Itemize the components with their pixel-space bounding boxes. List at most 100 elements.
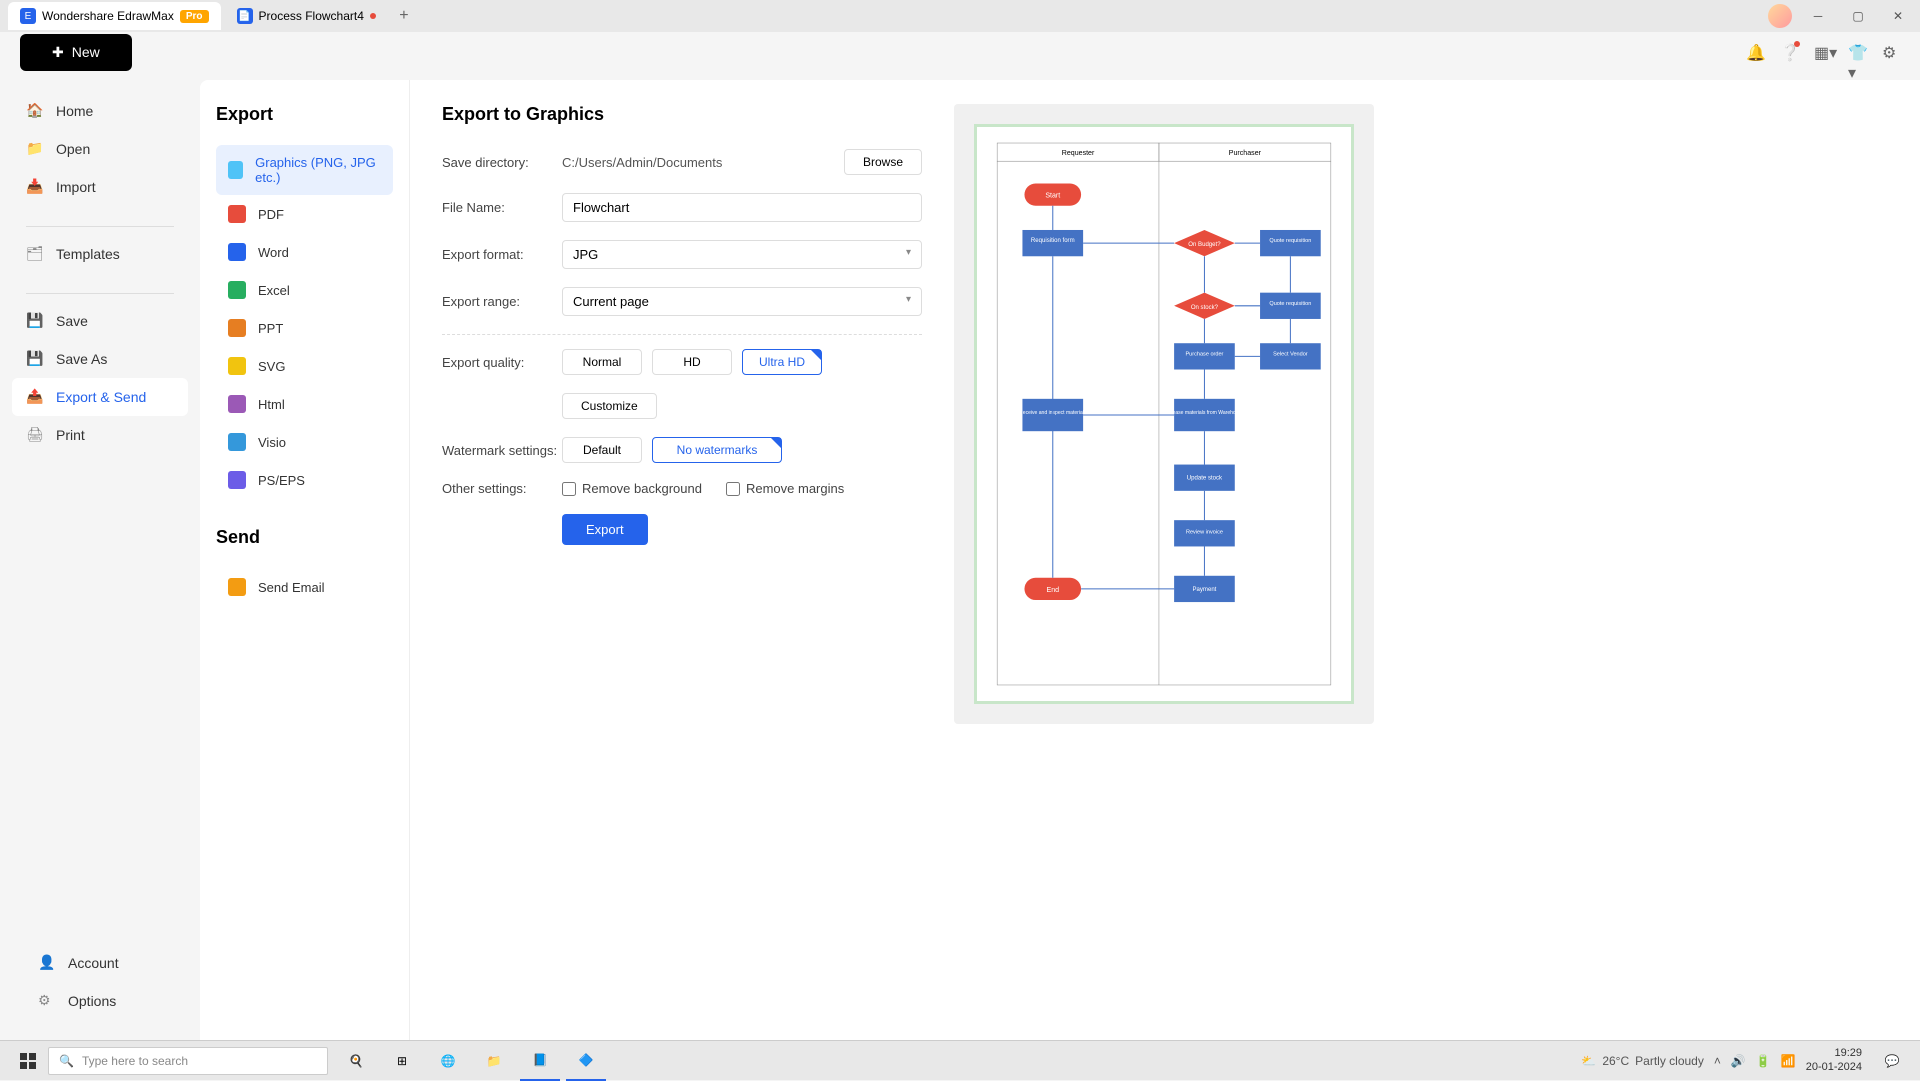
export-label: PDF [258,207,284,222]
help-icon[interactable]: ❔ [1780,43,1798,61]
weather-desc: Partly cloudy [1635,1054,1704,1068]
taskbar-explorer-icon[interactable]: 📁 [474,1041,514,1081]
format-dropdown[interactable]: JPG [562,240,922,269]
maximize-button[interactable]: ▢ [1844,2,1872,30]
range-label: Export range: [442,294,562,309]
remove-margins-input[interactable] [726,482,740,496]
svg-text:Review invoice: Review invoice [1186,529,1223,535]
svg-text:On stock?: On stock? [1191,305,1219,311]
range-dropdown[interactable]: Current page [562,287,922,316]
weather-widget[interactable]: ⛅ 26°C Partly cloudy [1581,1054,1703,1068]
sidebar-item-save-as[interactable]: 💾Save As [12,340,188,378]
close-button[interactable]: ✕ [1884,2,1912,30]
export-label: Excel [258,283,290,298]
taskbar-edge-icon[interactable]: 🌐 [428,1041,468,1081]
sidebar-item-open[interactable]: 📁Open [12,130,188,168]
clock-time: 19:29 [1806,1047,1862,1060]
quality-ultrahd-button[interactable]: Ultra HD [742,349,822,375]
sidebar-item-account[interactable]: 👤Account [24,944,200,982]
battery-icon[interactable]: 🔋 [1756,1054,1771,1068]
clock[interactable]: 19:29 20-01-2024 [1806,1047,1862,1073]
taskbar-word-icon[interactable]: 📘 [520,1041,560,1081]
sidebar-item-save[interactable]: 💾Save [12,302,188,340]
start-button[interactable] [8,1041,48,1081]
file-name-input[interactable] [562,193,922,222]
preview-page: Requester Purchaser Start Requisition fo… [974,124,1354,704]
customize-button[interactable]: Customize [562,393,657,419]
export-button[interactable]: Export [562,514,648,545]
taskbar-taskview-icon[interactable]: ⊞ [382,1041,422,1081]
search-box[interactable]: 🔍 Type here to search [48,1047,328,1075]
export-item-send-email[interactable]: Send Email [216,568,393,606]
remove-bg-input[interactable] [562,482,576,496]
titlebar: E Wondershare EdrawMax Pro 📄 Process Flo… [0,0,1920,32]
watermark-default-button[interactable]: Default [562,437,642,463]
new-button[interactable]: ✚ New [20,34,132,71]
tab-app[interactable]: E Wondershare EdrawMax Pro [8,2,221,30]
print-icon: 🖨 [26,426,44,444]
save-dir-label: Save directory: [442,155,562,170]
export-item-html[interactable]: Html [216,385,393,423]
tab-document[interactable]: 📄 Process Flowchart4 [225,2,388,30]
excel-icon [228,281,246,299]
svg-text:Start: Start [1045,193,1060,200]
sidebar-item-options[interactable]: ⚙Options [24,982,200,1020]
weather-icon: ⛅ [1581,1054,1596,1068]
export-item-svg[interactable]: SVG [216,347,393,385]
word-icon [228,243,246,261]
unsaved-indicator-icon [370,13,376,19]
export-item-ppt[interactable]: PPT [216,309,393,347]
selected-corner-icon [811,350,821,360]
minimize-button[interactable]: ─ [1804,2,1832,30]
edrawmax-icon: E [20,8,36,24]
wifi-icon[interactable]: 📶 [1781,1054,1796,1068]
browse-button[interactable]: Browse [844,149,922,175]
shirt-icon[interactable]: 👕▾ [1848,43,1866,61]
export-item-pseps[interactable]: PS/EPS [216,461,393,499]
sidebar-item-print[interactable]: 🖨Print [12,416,188,454]
document-tab-icon: 📄 [237,8,253,24]
form-area: Export to Graphics Save directory: C:/Us… [410,80,1920,1040]
quality-normal-button[interactable]: Normal [562,349,642,375]
divider [442,334,922,335]
svg-text:On Budget?: On Budget? [1188,242,1221,248]
export-item-excel[interactable]: Excel [216,271,393,309]
taskbar-edrawmax-icon[interactable]: 🔷 [566,1041,606,1081]
svg-text:Purchaser: Purchaser [1229,150,1262,157]
sidebar-item-home[interactable]: 🏠Home [12,92,188,130]
sidebar-label: Save [56,313,88,329]
sidebar-item-export-send[interactable]: 📤Export & Send [12,378,188,416]
new-label: New [72,44,100,60]
watermark-label: Watermark settings: [442,443,562,458]
user-avatar[interactable] [1768,4,1792,28]
export-label: SVG [258,359,285,374]
grid-icon[interactable]: ▦▾ [1814,43,1832,61]
sidebar-label: Save As [56,351,107,367]
export-item-word[interactable]: Word [216,233,393,271]
export-item-graphics[interactable]: Graphics (PNG, JPG etc.) [216,145,393,195]
remove-bg-checkbox[interactable]: Remove background [562,481,702,496]
quality-label: Export quality: [442,355,562,370]
settings-icon[interactable]: ⚙ [1882,43,1900,61]
export-label: Visio [258,435,286,450]
notification-icon[interactable]: 🔔 [1746,43,1764,61]
sidebar-item-import[interactable]: 📥Import [12,168,188,206]
windows-icon [20,1053,36,1069]
system-tray[interactable]: ˄ 🔊 🔋 📶 [1714,1054,1796,1068]
quality-hd-button[interactable]: HD [652,349,732,375]
add-tab-button[interactable]: + [392,4,416,28]
export-item-visio[interactable]: Visio [216,423,393,461]
export-item-pdf[interactable]: PDF [216,195,393,233]
notifications-button[interactable]: 💬 [1872,1041,1912,1081]
chevron-up-icon[interactable]: ˄ [1714,1054,1721,1068]
taskbar: 🔍 Type here to search 🍳 ⊞ 🌐 📁 📘 🔷 ⛅ 26°C… [0,1040,1920,1080]
sidebar-label: Templates [56,246,120,262]
folder-icon: 📁 [26,140,44,158]
sidebar-item-templates[interactable]: 🗂Templates [12,235,188,273]
topbar: ✚ New 🔔 ❔ ▦▾ 👕▾ ⚙ [0,32,1920,72]
search-icon: 🔍 [59,1054,74,1068]
taskbar-news-icon[interactable]: 🍳 [336,1041,376,1081]
remove-margins-checkbox[interactable]: Remove margins [726,481,844,496]
speaker-icon[interactable]: 🔊 [1731,1054,1746,1068]
watermark-none-button[interactable]: No watermarks [652,437,782,463]
